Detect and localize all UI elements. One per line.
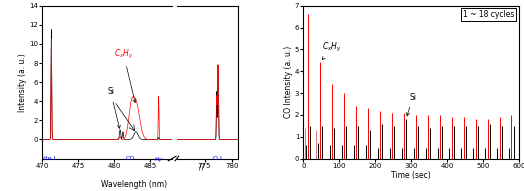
- Text: $C_xH_y$: $C_xH_y$: [322, 41, 342, 60]
- Text: CO: CO: [125, 156, 135, 161]
- Y-axis label: Intensity (a. u.): Intensity (a. u.): [18, 53, 27, 112]
- Text: Si: Si: [407, 93, 417, 116]
- Text: 1 ~ 18 cycles: 1 ~ 18 cycles: [463, 10, 515, 19]
- Text: Si: Si: [107, 87, 121, 128]
- Y-axis label: CO Intensity (a. u.): CO Intensity (a. u.): [285, 46, 293, 118]
- Text: He I: He I: [43, 156, 56, 161]
- Text: O I: O I: [213, 156, 222, 161]
- X-axis label: Time (sec): Time (sec): [391, 172, 431, 180]
- Text: H$_\beta$: H$_\beta$: [154, 156, 163, 166]
- Text: $C_xH_y$: $C_xH_y$: [114, 48, 136, 103]
- Text: Wavelength (nm): Wavelength (nm): [101, 180, 167, 189]
- Text: //: //: [199, 163, 204, 172]
